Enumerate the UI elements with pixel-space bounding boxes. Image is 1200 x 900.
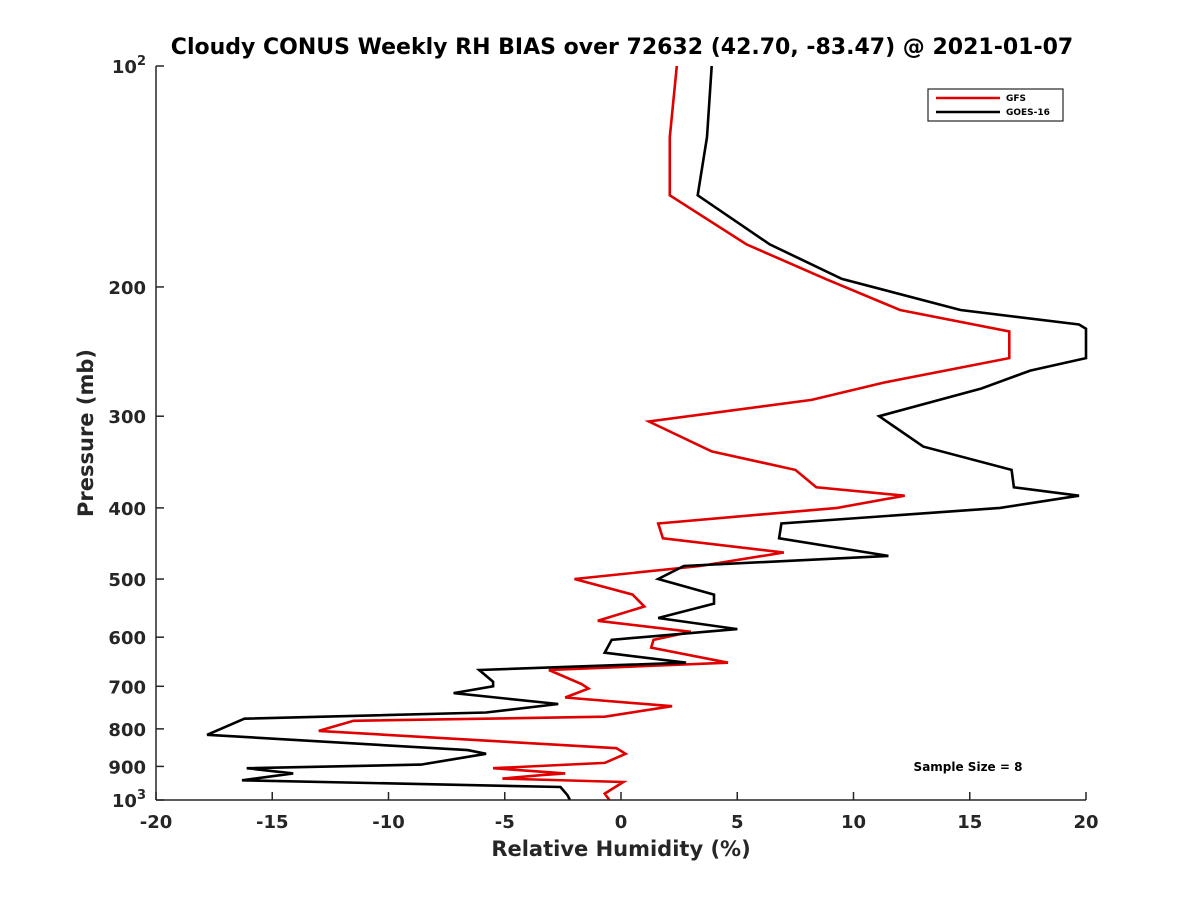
plot-area bbox=[156, 66, 1086, 800]
x-tick-label: -15 bbox=[256, 812, 289, 833]
x-tick-label: 5 bbox=[731, 812, 744, 833]
plot-background bbox=[156, 66, 1086, 800]
x-tick-label: 0 bbox=[615, 812, 628, 833]
legend-label-gfs: GFS bbox=[1006, 94, 1026, 104]
series-layer bbox=[206, 65, 1088, 801]
y-tick-label: 300 bbox=[108, 407, 146, 428]
chart-title: Cloudy CONUS Weekly RH BIAS over 72632 (… bbox=[171, 35, 1073, 60]
legend-box bbox=[927, 88, 1064, 122]
y-tick-label: 700 bbox=[108, 677, 146, 698]
y-tick-label: 900 bbox=[108, 757, 146, 778]
y-tick-label: 200 bbox=[108, 278, 146, 299]
y-tick-label: 600 bbox=[108, 628, 146, 649]
y-tick-label: 103 bbox=[112, 788, 146, 812]
sample-size-annotation: Sample Size = 8 bbox=[914, 760, 1023, 774]
y-axis-label: Pressure (mb) bbox=[74, 349, 98, 517]
x-axis-label: Relative Humidity (%) bbox=[491, 837, 750, 861]
x-tick-label: 10 bbox=[841, 812, 866, 833]
y-tick-label: 102 bbox=[112, 54, 146, 78]
x-tick-label: 20 bbox=[1073, 812, 1098, 833]
y-tick-label: 500 bbox=[108, 570, 146, 591]
x-tick-label: -10 bbox=[372, 812, 405, 833]
y-tick-label: 800 bbox=[108, 720, 146, 741]
tick-layer: -20 -15 -10 -5 0 5 10 15 20 102 200 300 400 500 600 700… bbox=[108, 54, 1098, 833]
x-tick-label: -5 bbox=[495, 812, 515, 833]
legend: GFS GOES-16 bbox=[927, 88, 1064, 122]
series-line-goes-16 bbox=[206, 65, 1088, 801]
y-tick-label: 400 bbox=[108, 499, 146, 520]
legend-label-goes-16: GOES-16 bbox=[1006, 108, 1050, 118]
x-tick-label: -20 bbox=[140, 812, 173, 833]
series-line-gfs bbox=[318, 65, 1011, 801]
x-tick-label: 15 bbox=[957, 812, 982, 833]
